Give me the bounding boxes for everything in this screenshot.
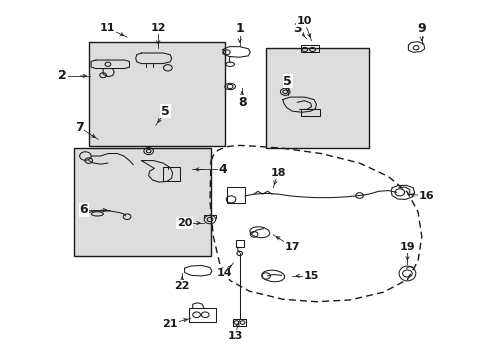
Bar xyxy=(232,319,246,327)
Text: 2: 2 xyxy=(58,69,67,82)
Text: 3: 3 xyxy=(292,22,301,35)
Bar xyxy=(189,308,215,322)
Bar xyxy=(89,42,225,147)
Bar xyxy=(163,167,180,181)
Bar xyxy=(235,240,243,247)
Text: 18: 18 xyxy=(270,168,285,178)
Bar xyxy=(74,148,210,256)
Text: 6: 6 xyxy=(80,203,88,216)
Text: 1: 1 xyxy=(235,22,244,35)
Text: 12: 12 xyxy=(150,23,165,33)
Text: 21: 21 xyxy=(162,319,178,329)
Text: 8: 8 xyxy=(237,96,246,109)
Text: 10: 10 xyxy=(296,16,311,26)
Text: 4: 4 xyxy=(218,163,227,176)
Bar xyxy=(226,187,244,203)
Text: 15: 15 xyxy=(303,271,319,281)
Text: 9: 9 xyxy=(417,22,425,35)
Text: 5: 5 xyxy=(283,75,291,88)
Text: 14: 14 xyxy=(216,269,232,279)
Bar xyxy=(265,48,368,148)
Text: 13: 13 xyxy=(227,331,242,341)
Text: 16: 16 xyxy=(418,191,433,201)
Text: 11: 11 xyxy=(100,23,116,33)
Text: 22: 22 xyxy=(174,281,189,291)
Text: 17: 17 xyxy=(284,242,300,252)
Text: 19: 19 xyxy=(399,242,414,252)
Text: 20: 20 xyxy=(177,218,192,228)
Bar xyxy=(300,45,318,52)
Text: 5: 5 xyxy=(161,105,169,118)
Bar xyxy=(301,109,320,117)
Text: 7: 7 xyxy=(75,121,83,134)
